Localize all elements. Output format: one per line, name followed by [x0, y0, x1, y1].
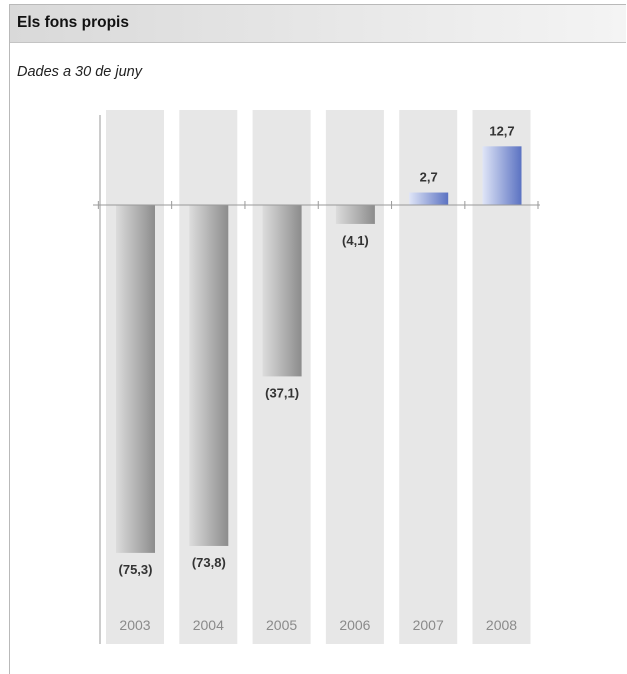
x-tick-label-2004: 2004: [193, 617, 224, 633]
page-title: Els fons propis: [17, 14, 129, 31]
x-tick-label-2006: 2006: [339, 617, 370, 633]
data-label-2006: (4,1): [342, 233, 369, 248]
panel-header: [10, 5, 626, 43]
data-label-2008: 12,7: [489, 123, 514, 138]
bar-2005: [262, 205, 302, 377]
data-label-2005: (37,1): [265, 385, 299, 400]
column-background: [252, 110, 311, 644]
bar-2003: [116, 205, 155, 553]
panel-frame: [9, 4, 626, 674]
data-label-2003: (75,3): [119, 562, 153, 577]
x-tick-label-2008: 2008: [486, 617, 517, 633]
bar-2007: [409, 192, 449, 205]
bar-2004: [189, 205, 229, 546]
bar-2008: [482, 146, 522, 205]
data-label-2004: (73,8): [192, 555, 226, 570]
x-tick-label-2003: 2003: [119, 617, 150, 633]
x-tick-label-2007: 2007: [413, 617, 444, 633]
page-subtitle: Dades a 30 de juny: [17, 64, 142, 80]
column-background: [399, 110, 458, 644]
bar-2006: [335, 205, 375, 224]
data-label-2007: 2,7: [420, 170, 438, 185]
column-background: [325, 110, 384, 644]
x-tick-label-2005: 2005: [266, 617, 297, 633]
